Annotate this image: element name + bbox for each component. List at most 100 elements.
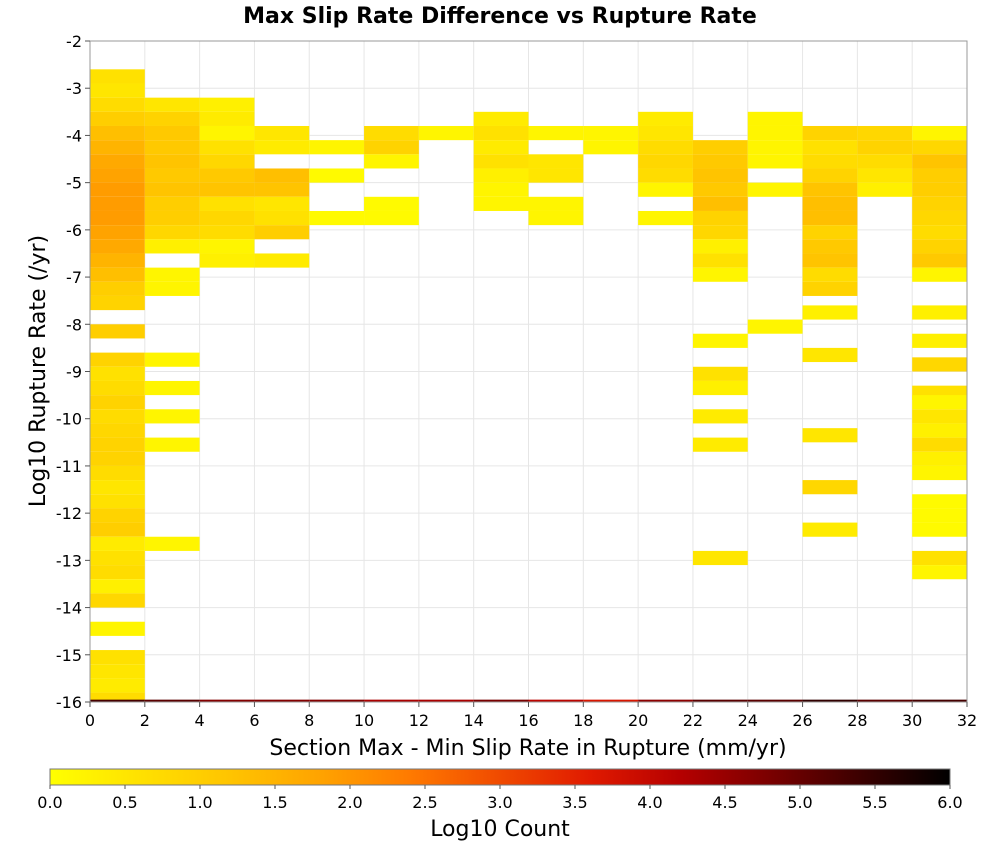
heatmap-cell	[199, 97, 255, 112]
heatmap-cell	[473, 196, 529, 211]
heatmap-cell	[90, 168, 145, 183]
heatmap-cell	[692, 550, 748, 566]
heatmap-cell	[912, 423, 967, 438]
heatmap-cell	[90, 83, 145, 98]
y-tick-label: -13	[56, 551, 82, 570]
heatmap-cell	[912, 494, 967, 509]
heatmap-cell	[144, 140, 200, 155]
heatmap-cell	[199, 225, 255, 240]
heatmap-cell	[90, 295, 145, 311]
heatmap-cell	[692, 168, 748, 183]
heatmap-cell	[692, 437, 748, 452]
heatmap-cell	[692, 333, 748, 348]
heatmap-cell	[199, 196, 255, 211]
heatmap-cell	[692, 366, 748, 381]
heatmap-cell	[638, 210, 693, 226]
heatmap-cell	[90, 239, 145, 254]
heatmap-cell	[912, 154, 967, 169]
heatmap-cell	[912, 395, 967, 410]
heatmap-cell	[802, 239, 858, 254]
heatmap-cell	[747, 319, 803, 334]
heatmap-cell	[144, 409, 200, 424]
y-tick-label: -8	[66, 315, 82, 334]
heatmap-cell	[912, 522, 967, 537]
heatmap-cell	[857, 154, 913, 169]
y-tick-label: -4	[66, 126, 82, 145]
heatmap-cell	[254, 225, 310, 240]
heatmap-cell	[90, 593, 145, 608]
y-tick-label: -9	[66, 363, 82, 382]
heatmap-cell	[90, 225, 145, 240]
heatmap-cell	[144, 125, 200, 141]
heatmap-cell	[528, 196, 584, 211]
heatmap-cell	[90, 97, 145, 112]
heatmap-cell	[199, 239, 255, 254]
x-tick-label: 0	[85, 711, 95, 730]
colorbar-label: Log10 Count	[430, 817, 570, 842]
heatmap-cell	[912, 239, 967, 254]
heatmap-cell	[144, 154, 200, 169]
heatmap-cell	[638, 140, 693, 155]
y-tick-label: -11	[56, 457, 82, 476]
heatmap-cell	[692, 267, 748, 282]
heatmap-cell	[309, 699, 365, 702]
heatmap-cell	[857, 125, 913, 141]
heatmap-cell	[473, 111, 529, 126]
heatmap-cell	[254, 125, 310, 141]
heatmap-cell	[802, 125, 858, 141]
heatmap-cell	[90, 451, 145, 466]
heatmap-cell	[90, 579, 145, 594]
heatmap-cell	[199, 182, 255, 197]
colorbar-tick-label: 6.0	[937, 793, 962, 812]
heatmap-cell	[692, 182, 748, 197]
heatmap-cell	[857, 140, 913, 155]
heatmap-cell	[747, 154, 803, 169]
heatmap-cell	[90, 253, 145, 268]
heatmap-cell	[90, 621, 145, 636]
x-tick-label: 30	[902, 711, 922, 730]
heatmap-cell	[90, 352, 145, 367]
heatmap-cell	[364, 196, 419, 211]
x-tick-label: 24	[738, 711, 758, 730]
x-axis-label: Section Max - Min Slip Rate in Rupture (…	[269, 736, 786, 761]
heatmap-cell	[912, 267, 967, 282]
heatmap-cell	[912, 333, 967, 348]
heatmap-cell	[912, 140, 967, 155]
heatmap-cell	[802, 267, 858, 282]
y-tick-label: -16	[56, 693, 82, 712]
heatmap-cell	[199, 210, 255, 226]
heatmap-cell	[90, 692, 145, 702]
heatmap-cell	[90, 565, 145, 580]
heatmap-cell	[528, 125, 584, 141]
heatmap-cell	[912, 196, 967, 211]
heatmap-cell	[199, 253, 255, 268]
heatmap-cell	[199, 140, 255, 155]
heatmap-cell	[747, 111, 803, 126]
heatmap-cell	[90, 536, 145, 551]
heatmap-cell	[90, 522, 145, 537]
heatmap-cell	[199, 168, 255, 183]
heatmap-cell	[802, 428, 858, 443]
heatmap-cell	[638, 168, 693, 183]
heatmap-cell	[90, 140, 145, 155]
heatmap-cell	[638, 111, 693, 126]
heatmap-cell	[692, 409, 748, 424]
heatmap-cell	[254, 253, 310, 268]
heatmap-cell	[144, 111, 200, 126]
heatmap-cell	[90, 678, 145, 693]
heatmap-cell	[692, 140, 748, 155]
heatmap-cell	[309, 210, 365, 226]
heatmap-cell	[692, 253, 748, 268]
heatmap-cell	[802, 347, 858, 363]
x-tick-label: 10	[354, 711, 374, 730]
heatmap-cell	[199, 125, 255, 141]
y-tick-label: -6	[66, 221, 82, 240]
x-tick-label: 4	[195, 711, 205, 730]
heatmap-cell	[912, 699, 967, 702]
heatmap-cell	[912, 182, 967, 197]
heatmap-cell	[528, 210, 584, 226]
heatmap-cell	[144, 182, 200, 197]
heatmap-cell	[473, 125, 529, 141]
heatmap-cell	[802, 522, 858, 537]
